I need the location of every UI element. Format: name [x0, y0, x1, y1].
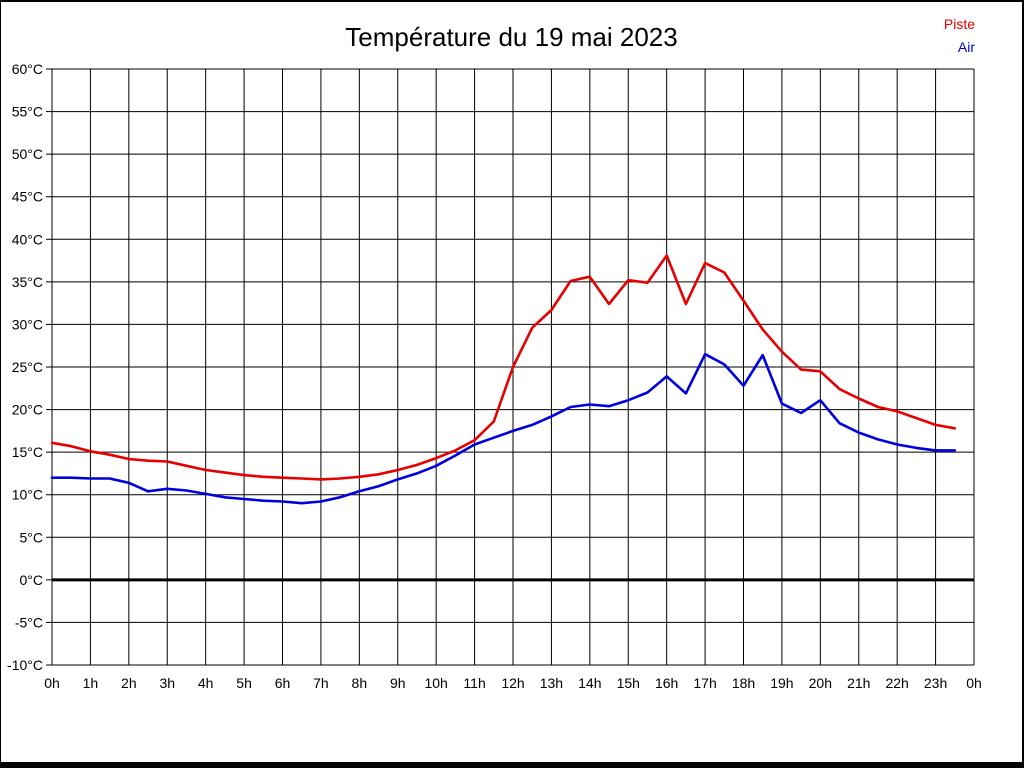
svg-text:12h: 12h [501, 675, 524, 691]
svg-text:18h: 18h [732, 675, 755, 691]
svg-text:13h: 13h [540, 675, 563, 691]
svg-text:-5°C: -5°C [15, 614, 43, 630]
svg-text:10h: 10h [424, 675, 447, 691]
svg-text:14h: 14h [578, 675, 601, 691]
svg-text:4h: 4h [198, 675, 214, 691]
svg-text:11h: 11h [463, 675, 485, 691]
svg-text:2h: 2h [121, 675, 137, 691]
svg-text:1h: 1h [83, 675, 99, 691]
svg-text:22h: 22h [885, 675, 908, 691]
svg-text:20°C: 20°C [12, 402, 43, 418]
x-axis-labels: 0h 1h 2h 3h 4h 5h 6h 7h 8h 9h 10h 11h 12h 13h 14h 15h 16… [44, 675, 982, 691]
series-air-line [50, 352, 957, 505]
svg-text:8h: 8h [352, 675, 368, 691]
svg-text:15°C: 15°C [12, 444, 43, 460]
svg-text:6h: 6h [275, 675, 291, 691]
svg-text:9h: 9h [390, 675, 406, 691]
legend: Piste Air [944, 13, 975, 59]
y-axis-labels: 60°C 55°C 50°C 45°C 40°C 35°C 30°C 25°C 20°C 15°C… [7, 61, 52, 673]
svg-text:10°C: 10°C [12, 487, 43, 503]
svg-text:35°C: 35°C [12, 274, 43, 290]
svg-text:20h: 20h [809, 675, 832, 691]
legend-item-air: Air [957, 39, 975, 55]
svg-text:40°C: 40°C [12, 231, 43, 247]
svg-text:7h: 7h [313, 675, 329, 691]
series-piste-line [50, 254, 957, 481]
svg-text:55°C: 55°C [12, 104, 43, 120]
svg-text:-10°C: -10°C [7, 657, 43, 673]
svg-text:16h: 16h [655, 675, 678, 691]
svg-text:0h: 0h [966, 675, 982, 691]
svg-text:60°C: 60°C [12, 61, 43, 77]
svg-text:5°C: 5°C [20, 529, 44, 545]
svg-text:23h: 23h [924, 675, 947, 691]
svg-text:15h: 15h [617, 675, 640, 691]
legend-item-piste: Piste [943, 16, 975, 32]
svg-text:0°C: 0°C [20, 572, 44, 588]
svg-text:0h: 0h [44, 675, 60, 691]
svg-text:19h: 19h [770, 675, 793, 691]
chart-title: Température du 19 mai 2023 [345, 22, 678, 52]
svg-text:45°C: 45°C [12, 189, 43, 205]
svg-text:25°C: 25°C [12, 359, 43, 375]
svg-text:5h: 5h [236, 675, 252, 691]
svg-text:30°C: 30°C [12, 316, 43, 332]
svg-text:21h: 21h [847, 675, 870, 691]
svg-text:17h: 17h [693, 675, 716, 691]
svg-text:3h: 3h [159, 675, 175, 691]
svg-text:50°C: 50°C [12, 146, 43, 162]
